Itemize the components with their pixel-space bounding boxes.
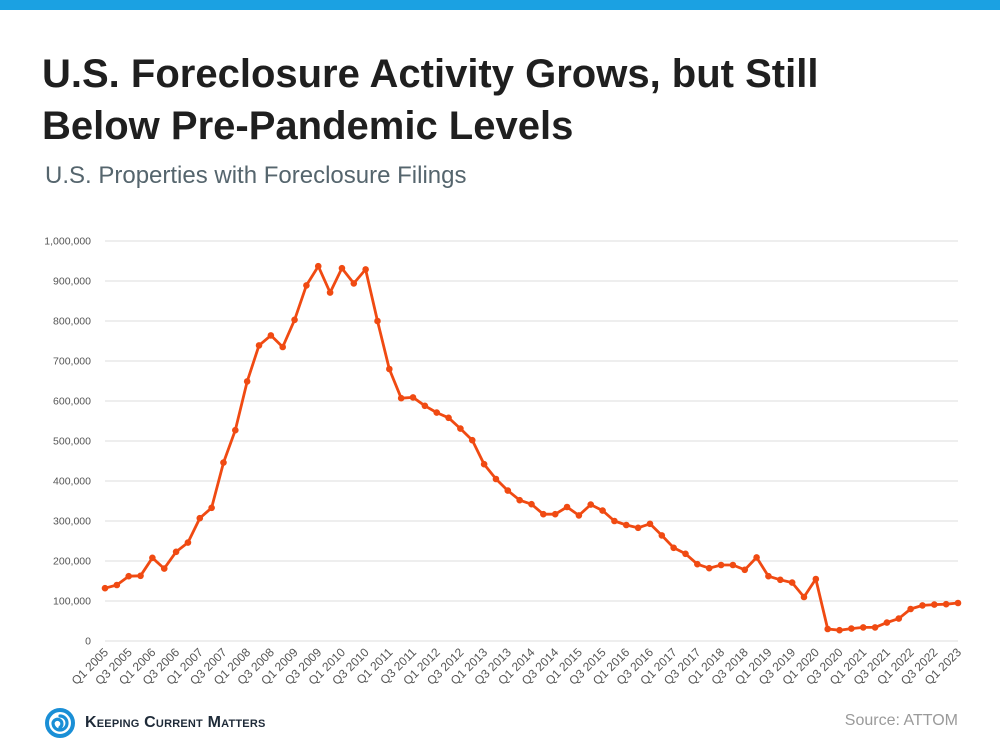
data-point xyxy=(611,517,618,525)
y-tick-label: 800,000 xyxy=(53,316,91,328)
data-point xyxy=(788,579,796,586)
data-point xyxy=(160,565,168,572)
data-point xyxy=(291,316,298,324)
data-point xyxy=(776,576,784,584)
data-points xyxy=(101,262,962,634)
data-point xyxy=(457,425,464,432)
y-tick-label: 1,000,000 xyxy=(44,236,91,248)
data-point xyxy=(563,503,571,511)
data-point xyxy=(208,504,215,512)
data-point xyxy=(694,560,701,568)
brand-name: Keeping Current Matters xyxy=(85,714,266,731)
data-point xyxy=(765,572,772,580)
data-point xyxy=(362,266,369,273)
data-point xyxy=(836,626,843,634)
data-point xyxy=(172,548,180,556)
y-tick-label: 400,000 xyxy=(53,476,91,488)
data-point xyxy=(196,514,204,522)
data-point xyxy=(824,625,831,633)
data-point xyxy=(954,599,962,607)
y-tick-label: 700,000 xyxy=(53,356,91,368)
data-point xyxy=(421,402,429,410)
data-point xyxy=(848,625,855,632)
data-point xyxy=(753,554,760,561)
data-point xyxy=(717,561,725,569)
data-point xyxy=(445,414,452,422)
data-point xyxy=(729,561,737,569)
data-point xyxy=(540,510,547,518)
data-point xyxy=(220,459,227,466)
y-tick-label: 0 xyxy=(85,636,91,648)
y-tick-label: 900,000 xyxy=(53,276,91,288)
data-point xyxy=(658,532,666,539)
data-point xyxy=(741,566,749,574)
data-point xyxy=(184,539,192,546)
data-point xyxy=(303,282,310,289)
source-note: Source: ATTOM xyxy=(844,712,958,729)
data-point xyxy=(232,426,239,434)
data-point xyxy=(397,394,405,402)
title-line-2: Below Pre-Pandemic Levels xyxy=(42,104,574,148)
data-point xyxy=(919,602,926,609)
y-tick-label: 200,000 xyxy=(53,556,91,568)
y-tick-label: 500,000 xyxy=(53,436,91,448)
data-point xyxy=(942,600,950,608)
data-point xyxy=(670,544,677,552)
data-point xyxy=(113,581,121,589)
data-point xyxy=(634,524,642,532)
data-point xyxy=(101,584,109,592)
data-point xyxy=(125,572,132,580)
data-point xyxy=(350,280,358,287)
data-point xyxy=(480,460,488,468)
data-point xyxy=(682,550,689,558)
title-line-1: U.S. Foreclosure Activity Grows, but Sti… xyxy=(42,52,819,96)
page-title: U.S. Foreclosure Activity Grows, but Sti… xyxy=(42,48,962,152)
data-point xyxy=(883,619,891,626)
spiral-logo-icon xyxy=(45,708,75,738)
data-point xyxy=(646,520,654,528)
data-point xyxy=(599,507,606,514)
y-axis-tick-labels: 0 100,000 200,000 300,000 400,000 500,000 600,… xyxy=(44,236,91,648)
top-accent-bar xyxy=(0,0,1000,10)
data-point xyxy=(587,501,595,508)
data-point xyxy=(516,496,523,504)
data-point xyxy=(812,575,820,583)
gridlines xyxy=(105,240,958,642)
data-point xyxy=(907,605,914,613)
data-point xyxy=(622,521,630,529)
data-point xyxy=(409,394,417,401)
data-point xyxy=(705,564,713,572)
data-point xyxy=(374,317,381,325)
data-point xyxy=(279,343,287,351)
data-point xyxy=(267,332,275,339)
data-point xyxy=(433,409,441,416)
data-point xyxy=(338,264,346,272)
data-point xyxy=(859,624,867,631)
data-point xyxy=(931,601,938,608)
data-point xyxy=(575,512,583,519)
data-point xyxy=(386,365,393,373)
data-point xyxy=(800,593,808,601)
data-point xyxy=(243,378,251,385)
data-point xyxy=(492,475,500,483)
y-tick-label: 100,000 xyxy=(53,596,91,608)
data-point xyxy=(326,289,334,296)
data-point xyxy=(468,436,476,444)
data-point xyxy=(551,510,559,518)
data-point xyxy=(528,500,535,508)
data-point xyxy=(149,554,156,562)
data-point xyxy=(895,615,903,622)
data-point xyxy=(871,624,879,631)
data-point xyxy=(314,262,322,270)
data-point xyxy=(137,572,144,580)
data-point xyxy=(255,342,263,349)
y-tick-label: 600,000 xyxy=(53,396,91,408)
data-point xyxy=(504,487,512,494)
chart-subtitle: U.S. Properties with Foreclosure Filings xyxy=(45,162,467,189)
y-tick-label: 300,000 xyxy=(53,516,91,528)
brand-logo: Keeping Current Matters xyxy=(45,706,266,740)
